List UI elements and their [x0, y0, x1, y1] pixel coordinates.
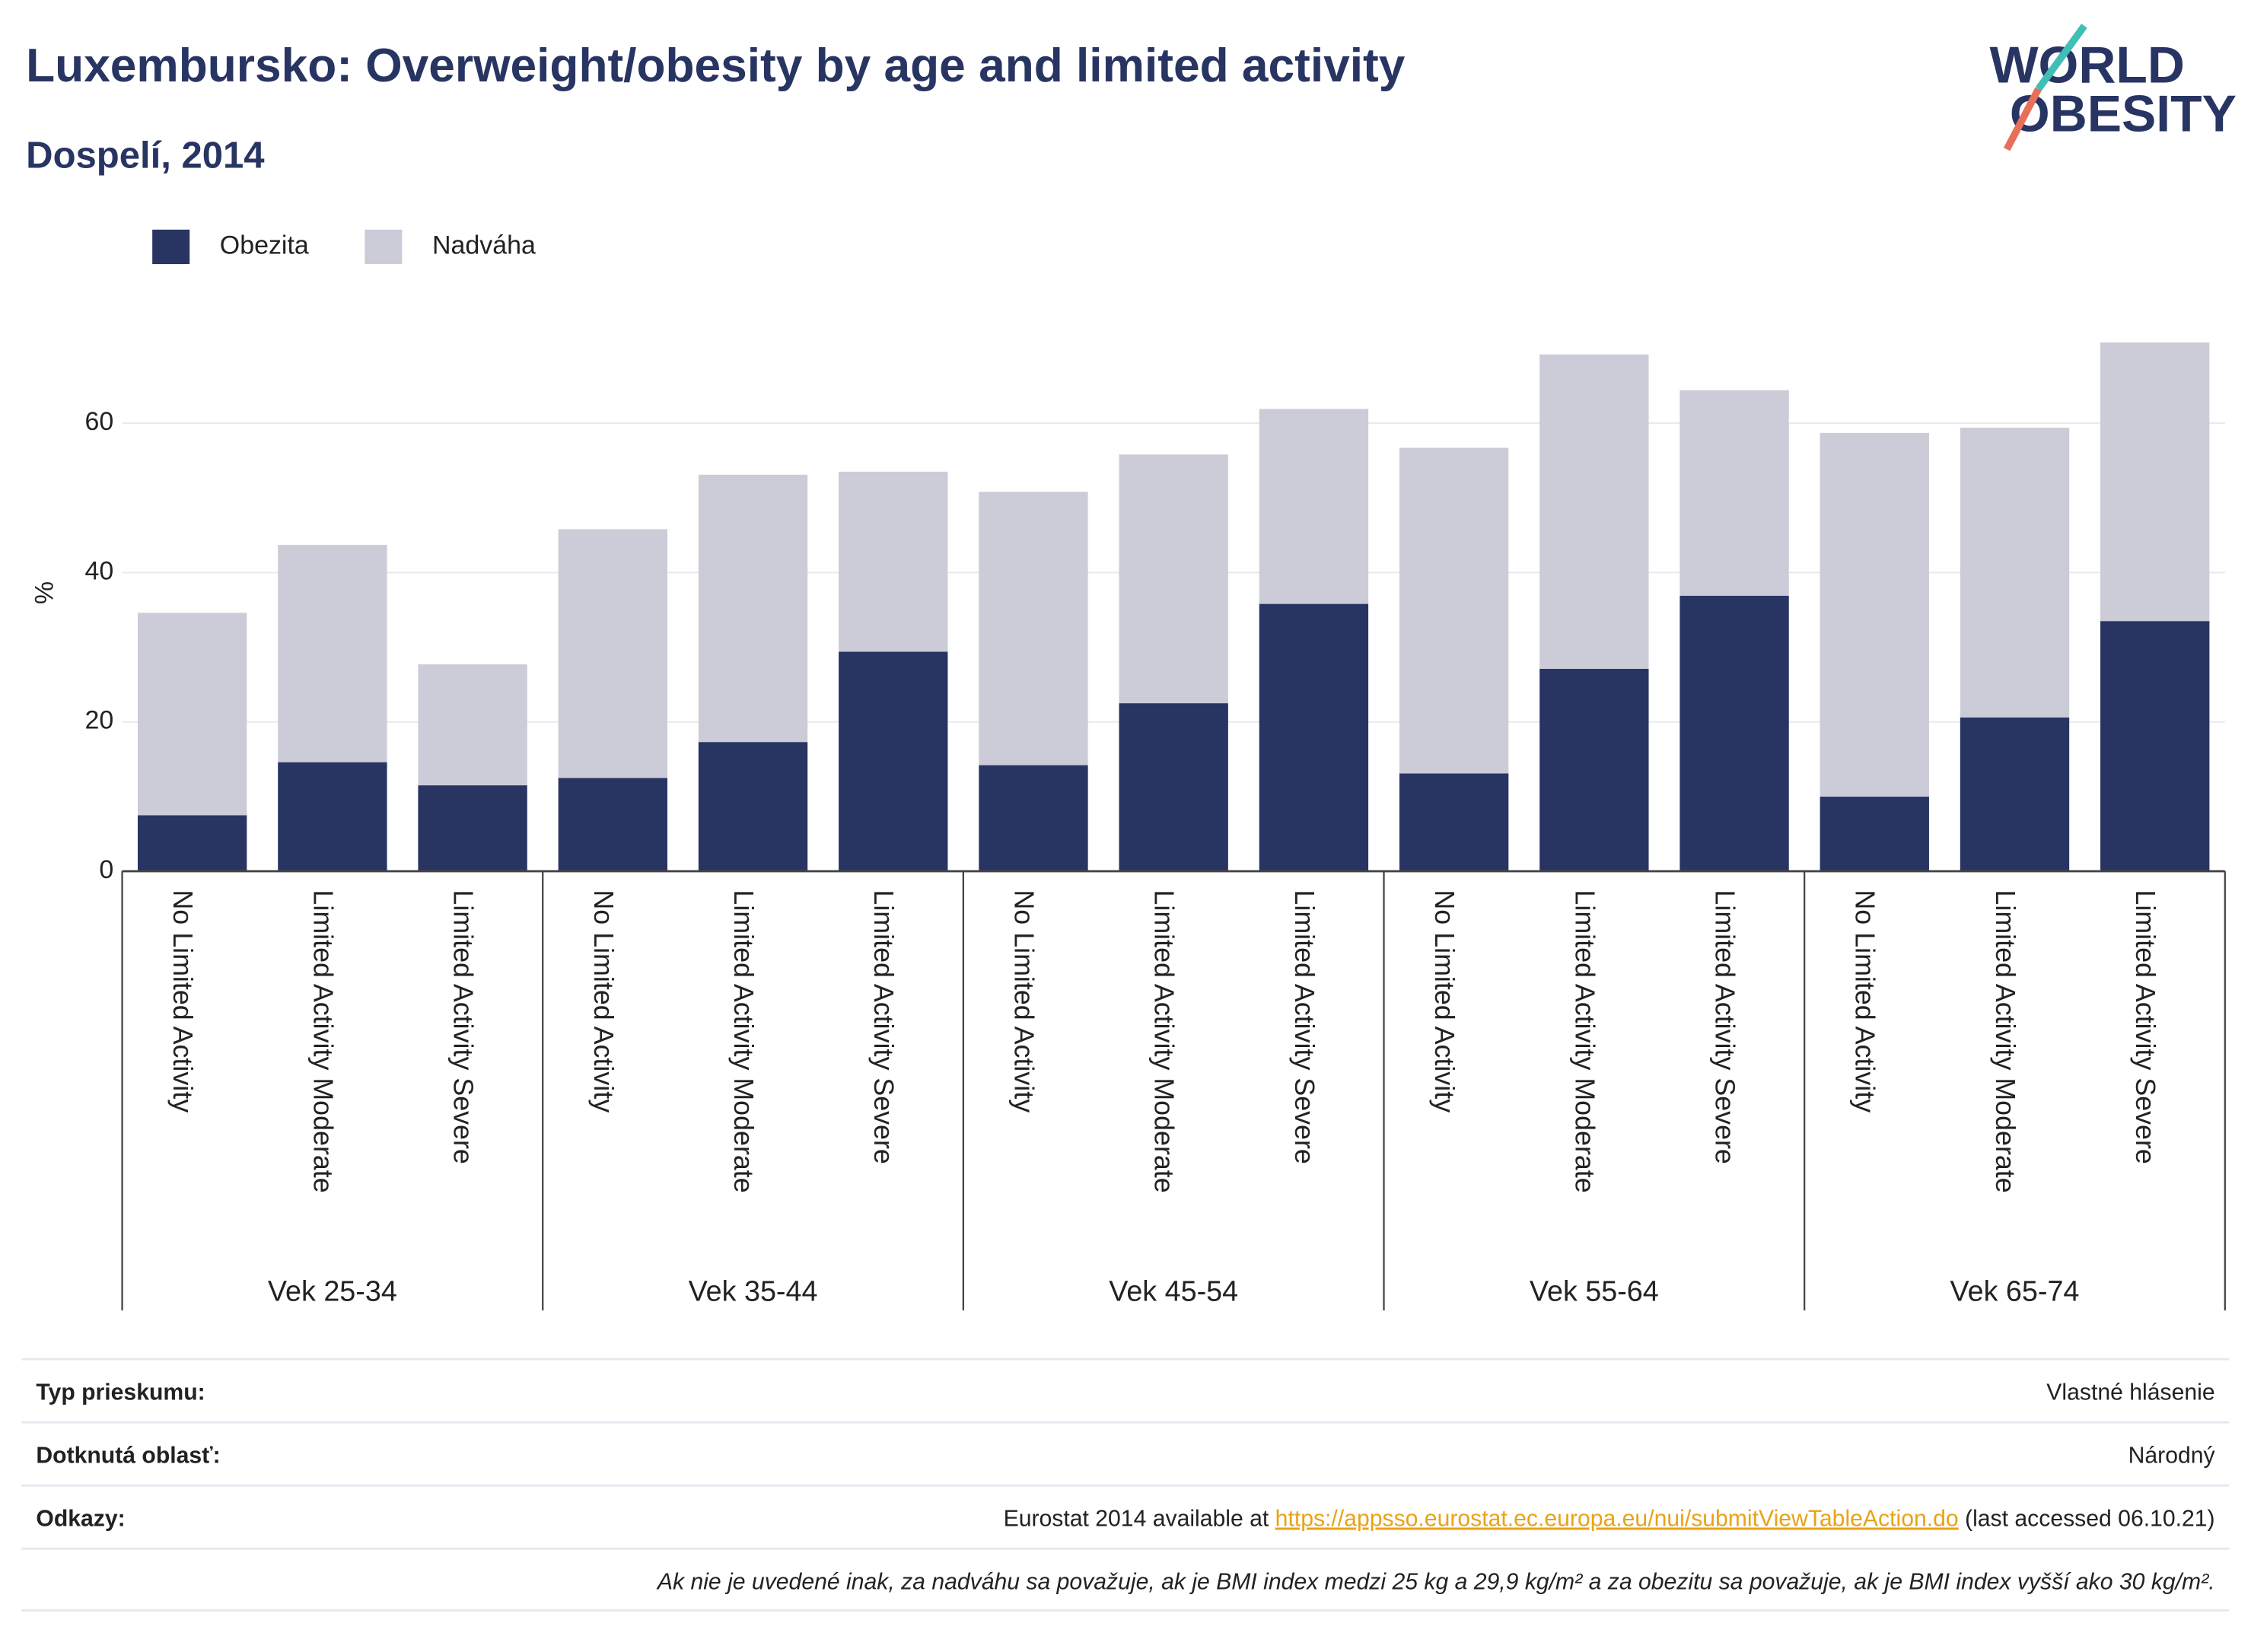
x-tick-label: Limited Activity Moderate [728, 890, 759, 1192]
bar [698, 742, 808, 871]
y-tick-label: 20 [84, 706, 113, 735]
bar [839, 651, 948, 871]
footer-text: Národný [2128, 1443, 2216, 1468]
y-tick-label: 0 [99, 855, 113, 884]
x-tick-label: Limited Activity Moderate [307, 890, 338, 1192]
group-label: Vek 45-54 [1109, 1275, 1238, 1307]
bar [1539, 668, 1649, 871]
x-tick-label: Limited Activity Severe [1289, 890, 1320, 1163]
x-tick-label: No Limited Activity [167, 890, 198, 1112]
x-tick-label: No Limited Activity [1850, 890, 1880, 1112]
legend-label: Obezita [220, 231, 309, 259]
bar [1960, 428, 2070, 718]
bar [1679, 595, 1789, 871]
bar [1960, 717, 2070, 871]
footer-label: Dotknutá oblasť: [36, 1443, 220, 1468]
x-tick-label: No Limited Activity [1429, 890, 1460, 1112]
bar [418, 785, 527, 871]
x-tick-label: Limited Activity Severe [868, 890, 899, 1163]
logo-text: WORLD [1989, 37, 2184, 94]
group-label: Vek 55-64 [1530, 1275, 1659, 1307]
bar [1119, 454, 1228, 704]
bar [1679, 390, 1789, 596]
chart-subtitle: Dospelí, 2014 [26, 135, 264, 176]
footer-value: Vlastné hlásenie [2046, 1380, 2214, 1405]
y-tick-label: 40 [84, 556, 113, 585]
logo-text: OBESITY [2010, 86, 2237, 143]
footer-text: Vlastné hlásenie [2046, 1380, 2214, 1405]
x-tick-label: Limited Activity Moderate [1149, 890, 1180, 1192]
x-tick-label: Limited Activity Severe [2130, 890, 2160, 1163]
bar [1820, 796, 1929, 871]
bar [1539, 354, 1649, 669]
bar [1119, 703, 1228, 871]
chart-title: Luxembursko: Overweight/obesity by age a… [26, 40, 1406, 92]
x-tick-label: Limited Activity Moderate [1990, 890, 2020, 1192]
bar [1259, 603, 1369, 871]
footer-text: (last accessed 06.10.21) [1959, 1506, 2215, 1531]
bar [558, 529, 667, 778]
x-tick-label: Limited Activity Severe [1709, 890, 1740, 1163]
group-label: Vek 25-34 [268, 1275, 397, 1307]
group-label: Vek 65-74 [1950, 1275, 2080, 1307]
bar [1399, 773, 1509, 871]
legend-swatch [365, 229, 403, 265]
legend-swatch [152, 229, 190, 265]
bar [278, 545, 387, 762]
bar [979, 765, 1088, 871]
bar [1399, 447, 1509, 774]
footer-value: Národný [2128, 1443, 2216, 1468]
bar [278, 762, 387, 871]
x-tick-label: No Limited Activity [588, 890, 619, 1112]
footer-text: Eurostat 2014 available at [1004, 1506, 1275, 1531]
bar [558, 778, 667, 871]
x-tick-label: Limited Activity Moderate [1569, 890, 1600, 1192]
x-tick-label: Limited Activity Severe [448, 890, 479, 1163]
footer: Typ prieskumu: Vlastné hlásenie Dotknutá o… [21, 1358, 2230, 1612]
bar [2100, 342, 2210, 622]
bar [839, 471, 948, 652]
footer-note: Ak nie je uvedené inak, za nadváhu sa po… [656, 1569, 2215, 1594]
bar [1259, 409, 1369, 604]
bar [698, 474, 808, 743]
bar [2100, 621, 2210, 871]
footer-label: Typ prieskumu: [36, 1380, 205, 1405]
footer-label: Odkazy: [36, 1506, 125, 1531]
bar [137, 815, 247, 871]
logo-slash [2035, 24, 2087, 91]
bar [137, 613, 247, 816]
y-tick-label: 60 [84, 407, 113, 436]
bar [418, 664, 527, 786]
group-label: Vek 35-44 [689, 1275, 818, 1307]
footer-link: https://appsso.eurostat.ec.europa.eu/nui… [1275, 1506, 1959, 1531]
y-axis-label: % [30, 581, 59, 604]
bar [1820, 432, 1929, 797]
logo-slash [2003, 87, 2042, 151]
footer-value: Eurostat 2014 available at https://appss… [1004, 1506, 2215, 1531]
legend-label: Nadváha [432, 231, 536, 259]
bar [979, 492, 1088, 766]
x-tick-label: No Limited Activity [1008, 890, 1039, 1112]
